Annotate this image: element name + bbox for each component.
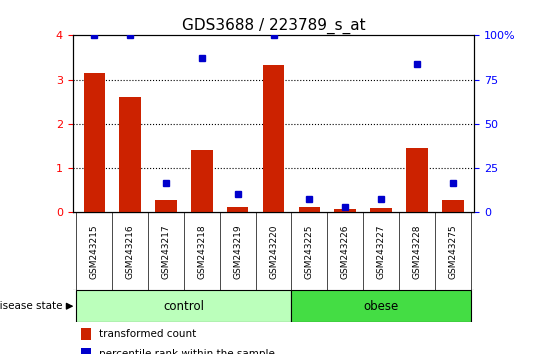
Text: GSM243227: GSM243227: [377, 224, 385, 279]
Text: percentile rank within the sample: percentile rank within the sample: [99, 349, 275, 354]
Text: transformed count: transformed count: [99, 329, 196, 339]
Text: GSM243218: GSM243218: [197, 224, 206, 279]
Text: GSM243215: GSM243215: [90, 224, 99, 279]
Bar: [442, 200, 464, 212]
Text: GSM243226: GSM243226: [341, 224, 350, 279]
Text: GSM243275: GSM243275: [448, 224, 457, 279]
Bar: [227, 207, 248, 212]
Bar: [335, 209, 356, 212]
Bar: [77, 290, 292, 322]
Text: GSM243225: GSM243225: [305, 224, 314, 279]
Bar: [263, 65, 284, 212]
Text: disease state: disease state: [0, 301, 62, 311]
Text: GSM243219: GSM243219: [233, 224, 242, 279]
Text: obese: obese: [363, 300, 399, 313]
Text: GSM243216: GSM243216: [126, 224, 135, 279]
Title: GDS3688 / 223789_s_at: GDS3688 / 223789_s_at: [182, 18, 365, 34]
Bar: [191, 150, 212, 212]
Bar: [292, 290, 471, 322]
Text: control: control: [163, 300, 204, 313]
Bar: [370, 208, 392, 212]
Bar: [299, 207, 320, 212]
Bar: [81, 328, 91, 340]
Bar: [119, 97, 141, 212]
Text: GSM243220: GSM243220: [269, 224, 278, 279]
Text: GSM243217: GSM243217: [162, 224, 170, 279]
Bar: [81, 348, 91, 354]
Text: GSM243228: GSM243228: [412, 224, 421, 279]
Bar: [84, 73, 105, 212]
Bar: [406, 148, 428, 212]
Bar: [155, 200, 177, 212]
